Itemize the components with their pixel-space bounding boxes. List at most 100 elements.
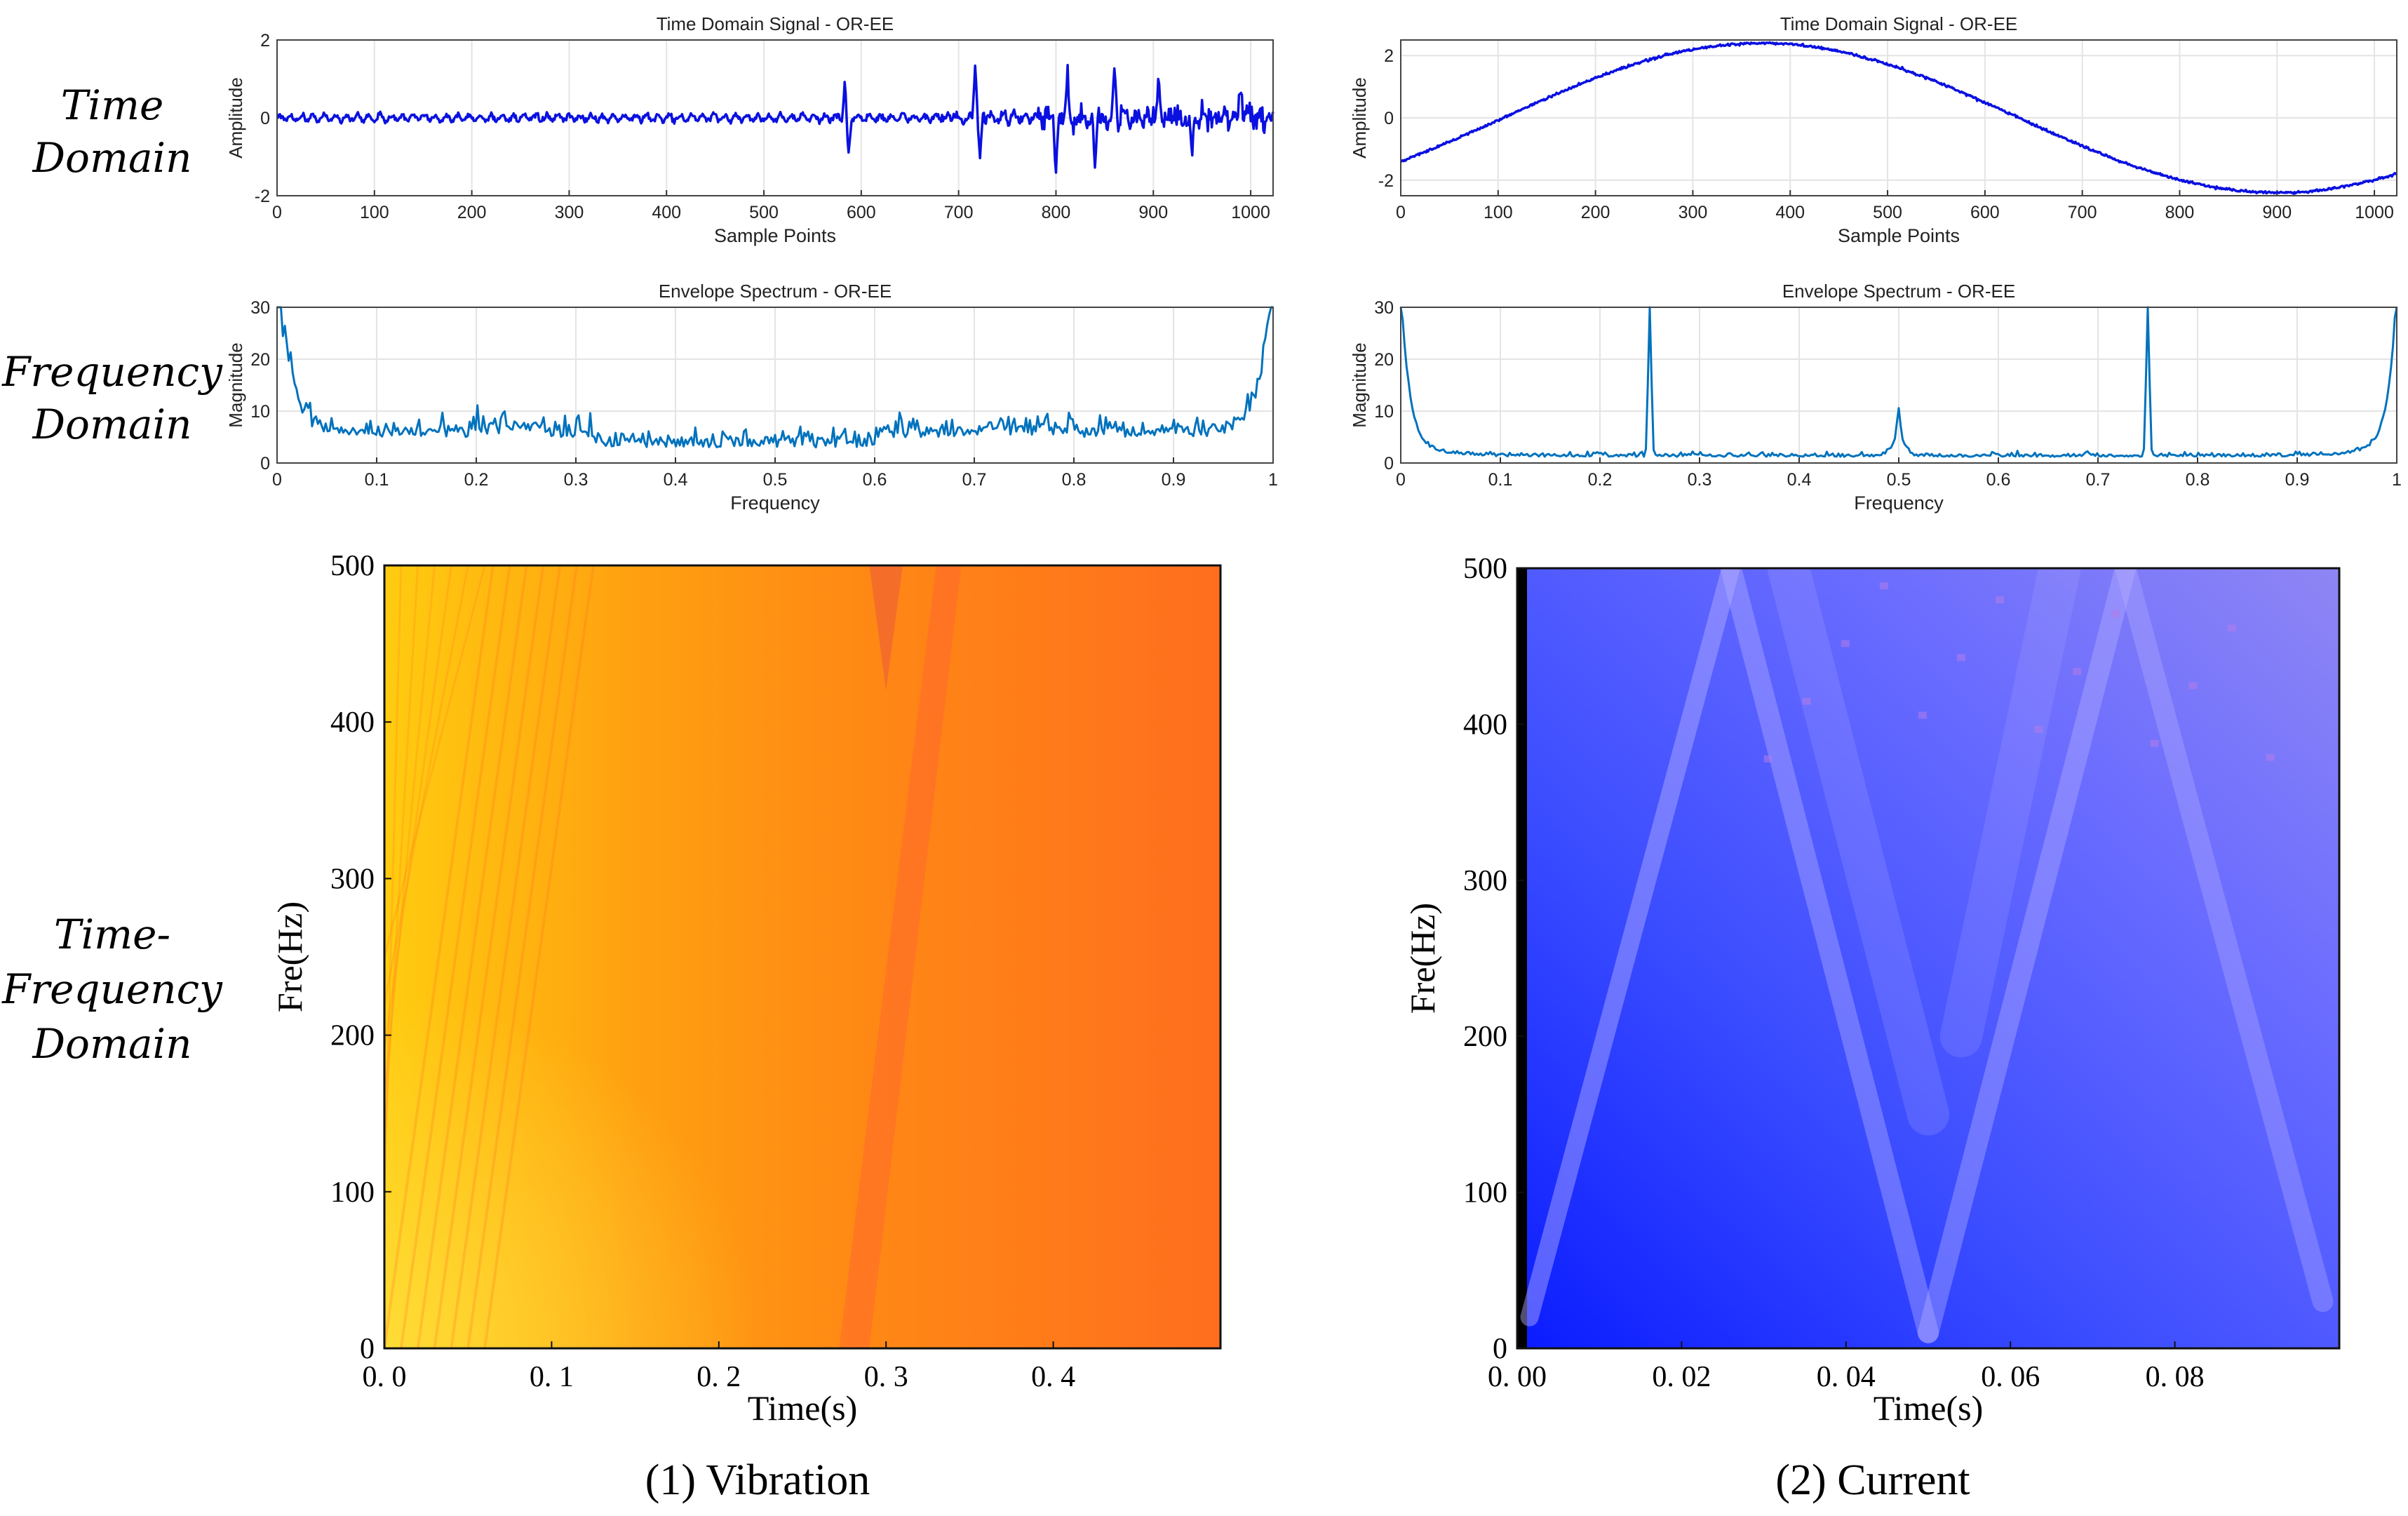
x-tick-label: 0 <box>272 470 282 490</box>
x-tick-label: 0 <box>1396 470 1406 490</box>
y-tick-label: 300 <box>1463 865 1507 897</box>
y-tick-label: 100 <box>1463 1177 1507 1209</box>
x-tick-label: 0 <box>1396 203 1406 222</box>
vibration-envelope-spectrum-plot: 0 0.1 0.2 0.3 0.4 0.5 0.6 0.7 0.8 0.9 10102030Enve… <box>225 281 1278 514</box>
heatmap-background <box>1517 568 2339 1348</box>
y-tick-label: 400 <box>330 706 375 739</box>
x-tick-label: 0.4 <box>1787 470 1812 490</box>
heatmap-streak <box>466 565 579 1348</box>
y-axis-label: Amplitude <box>1349 77 1370 159</box>
y-tick-label: 30 <box>1374 298 1394 318</box>
row-label-tf-line2: Frequency <box>1 965 223 1013</box>
y-tick-label: 2 <box>260 31 270 51</box>
x-tick-label: 100 <box>1484 203 1513 222</box>
heatmap-edge <box>1517 568 1527 1348</box>
heatmap-cell <box>2227 624 2236 632</box>
x-tick-label: 800 <box>2165 203 2195 222</box>
x-tick-label: 300 <box>1679 203 1708 222</box>
y-tick-label: 0 <box>260 109 270 128</box>
row-label-time-frequency-domain: Time- Frequency Domain <box>1 911 223 1068</box>
x-tick-label: 0.9 <box>1162 470 1186 490</box>
heatmap-streak <box>839 565 962 1348</box>
x-tick-label: 0.8 <box>1062 470 1087 490</box>
series-line <box>276 63 1274 174</box>
x-tick-label: 900 <box>2262 203 2292 222</box>
heatmap-cell <box>1879 582 1888 590</box>
heatmap-cell <box>2034 725 2043 733</box>
x-tick-label: 0.1 <box>1488 470 1513 490</box>
series-line <box>277 306 1273 449</box>
x-tick-label: 300 <box>555 203 584 222</box>
y-axis-label: Magnitude <box>225 342 246 427</box>
y-tick-label: 500 <box>330 550 375 582</box>
heatmap-streak <box>384 565 436 1099</box>
x-axis-label: Frequency <box>1854 492 1944 514</box>
plot-frame <box>1400 39 2397 196</box>
y-axis-label: Amplitude <box>225 77 246 159</box>
heatmap-cell <box>1841 640 1850 648</box>
x-axis-label: Sample Points <box>1838 225 1960 246</box>
x-tick-label: 0. 00 <box>1488 1361 1547 1393</box>
vibration-time-frequency-map: 0. 0 0. 1 0. 2 0. 3 0. 4 0 100 200 300 400 500 Time… <box>270 550 1222 1428</box>
y-axis-label: Magnitude <box>1349 342 1370 427</box>
heatmap-streak <box>384 565 452 1052</box>
heatmap-streak <box>483 565 595 1348</box>
row-label-time-domain: Time Domain <box>32 81 192 182</box>
x-tick-label: 1 <box>2392 470 2402 490</box>
y-tick-label: 0 <box>260 454 270 474</box>
x-tick-label: 0. 08 <box>2146 1361 2205 1393</box>
plot-frame <box>276 39 1274 196</box>
vibration-time-domain-plot: 0 100 200 300 400 500 600 700 800 900 1000-202Time… <box>225 13 1274 246</box>
plot-title: Envelope Spectrum - OR-EE <box>659 281 892 302</box>
y-tick-label: 0 <box>1493 1333 1507 1365</box>
heatmap-cells <box>1517 568 2339 1348</box>
x-tick-label: 0.5 <box>763 470 788 490</box>
heatmap-streak <box>384 565 495 1348</box>
y-axis-label: Fre(Hz) <box>270 901 309 1012</box>
x-tick-label: 0.1 <box>365 470 389 490</box>
heatmap-streak <box>384 565 419 1145</box>
row-label-time-line2: Domain <box>32 134 192 182</box>
row-label-frequency-line1: Frequency <box>1 348 223 396</box>
x-tick-label: 900 <box>1138 203 1168 222</box>
x-tick-label: 0.7 <box>2086 470 2111 490</box>
y-tick-label: 500 <box>1463 553 1507 585</box>
heatmap-cell <box>1802 697 1811 705</box>
x-tick-label: 0.6 <box>1986 470 2011 490</box>
x-tick-label: 0. 1 <box>530 1361 574 1393</box>
current-time-frequency-map: 0. 00 0. 02 0. 04 0. 06 0. 08 0 100 200 300 400 50… <box>1403 553 2341 1428</box>
heatmap-streak <box>384 565 403 1192</box>
heatmap-streak <box>416 565 528 1348</box>
x-axis-label: Frequency <box>730 492 820 514</box>
x-tick-label: 200 <box>1581 203 1610 222</box>
row-label-frequency-domain: Frequency Domain <box>1 348 223 448</box>
plot-frame <box>276 307 1274 464</box>
heatmap-cell <box>1918 711 1927 719</box>
y-tick-label: 30 <box>250 298 270 318</box>
series-line <box>1399 306 2398 458</box>
row-label-tf-line1: Time- <box>54 911 170 958</box>
x-tick-label: 0.7 <box>962 470 987 490</box>
x-tick-label: 0.2 <box>1588 470 1613 490</box>
x-tick-label: 0. 0 <box>363 1361 407 1393</box>
y-tick-label: 200 <box>1463 1021 1507 1053</box>
heatmap-streak <box>869 565 903 691</box>
heatmap-ridge <box>1939 568 2081 1058</box>
row-label-tf-line3: Domain <box>32 1020 192 1068</box>
x-tick-label: 400 <box>1775 203 1805 222</box>
heatmap-cell <box>1957 654 1966 662</box>
plot-title: Time Domain Signal - OR-EE <box>1780 13 2018 34</box>
heatmap-ridge <box>2115 568 2334 1313</box>
y-tick-label: 10 <box>1374 402 1394 422</box>
current-time-domain-plot: 0 100 200 300 400 500 600 700 800 900 1000-202Time… <box>1349 13 2397 246</box>
y-tick-label: 200 <box>330 1020 375 1052</box>
x-tick-label: 100 <box>360 203 389 222</box>
heatmap-ridge <box>1767 568 1949 1136</box>
x-axis-label: Sample Points <box>714 225 836 246</box>
y-tick-label: 0 <box>1384 454 1394 474</box>
y-tick-label: 10 <box>250 402 270 422</box>
plot-frame <box>1516 567 2341 1350</box>
y-tick-label: 0 <box>1384 109 1394 128</box>
heatmap-cell <box>2150 739 2159 747</box>
heatmap-streak <box>433 565 545 1348</box>
